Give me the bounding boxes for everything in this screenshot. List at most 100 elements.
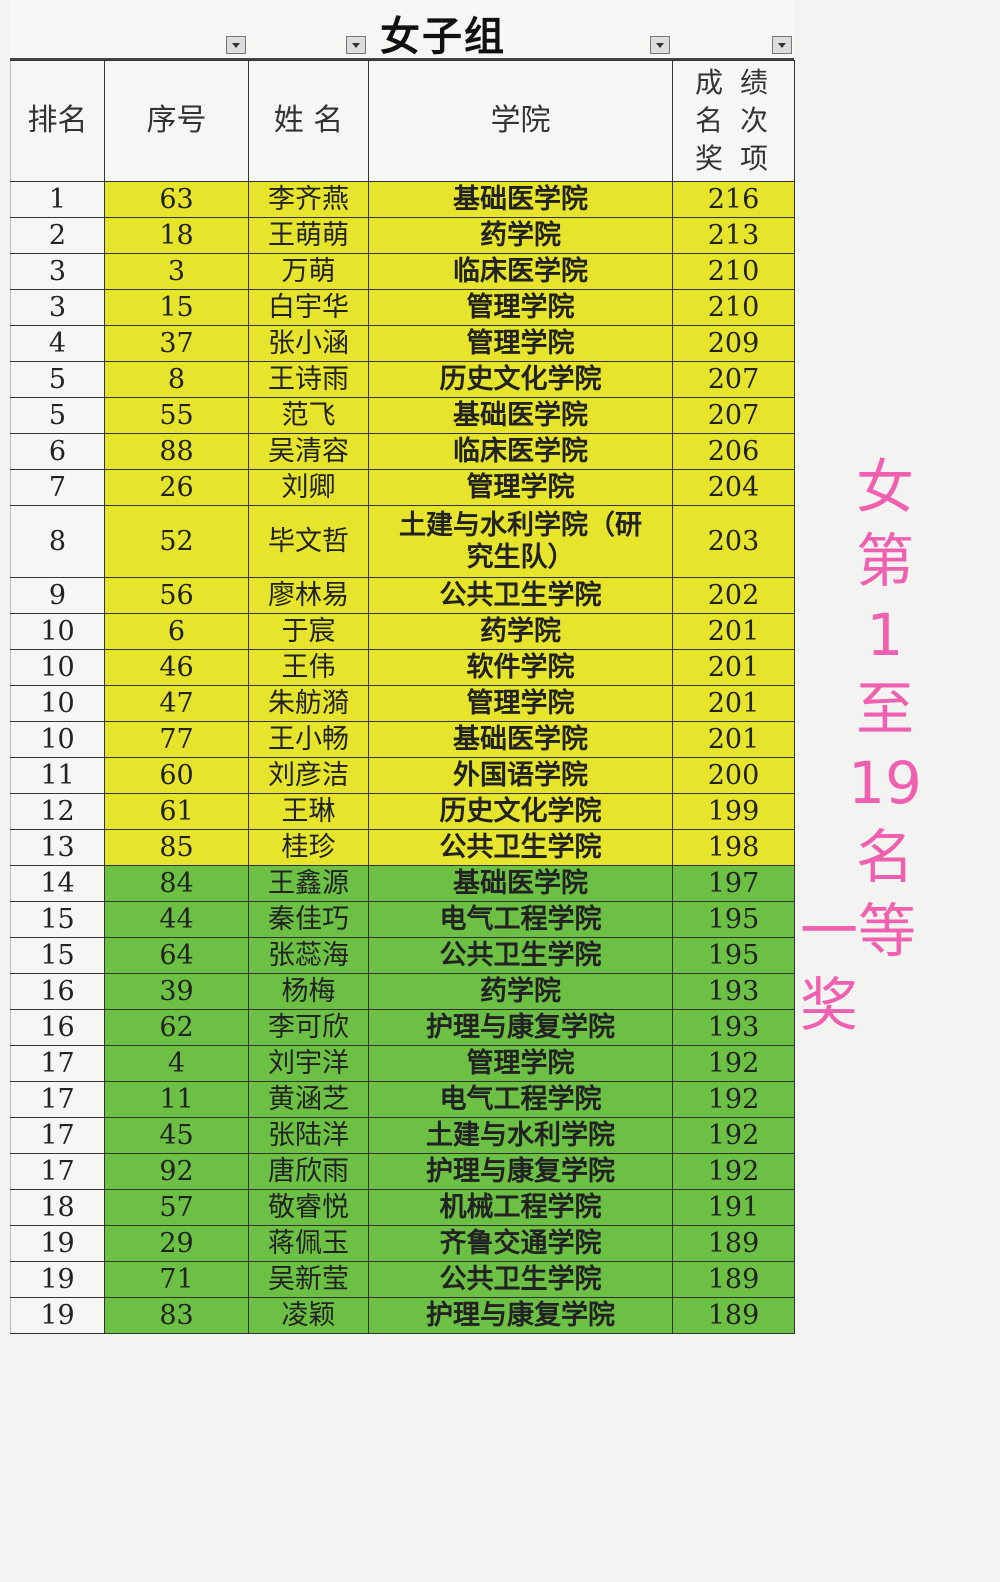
college-cell: 公共卫生学院 — [368, 577, 673, 614]
score-cell: 201 — [672, 649, 795, 686]
filter-button[interactable] — [346, 36, 366, 54]
rank-cell: 2 — [10, 217, 105, 254]
score-cell: 201 — [672, 721, 795, 758]
name-cell: 杨梅 — [248, 973, 369, 1010]
name-cell: 秦佳巧 — [248, 901, 369, 938]
seq-cell: 92 — [104, 1153, 249, 1190]
college-cell: 基础医学院 — [368, 181, 673, 218]
table-row: 8 52 毕文哲 土建与水利学院（研究生队） 203 — [10, 505, 795, 578]
rank-cell: 13 — [10, 829, 105, 866]
seq-cell: 47 — [104, 685, 249, 722]
name-cell: 王萌萌 — [248, 217, 369, 254]
annotation-line: 第 — [855, 527, 914, 595]
filter-button[interactable] — [226, 36, 246, 54]
name-cell: 白宇华 — [248, 289, 369, 326]
score-cell: 207 — [672, 397, 795, 434]
college-cell: 机械工程学院 — [368, 1189, 673, 1226]
name-cell: 毕文哲 — [248, 505, 369, 578]
score-cell: 189 — [672, 1297, 795, 1334]
score-cell: 199 — [672, 793, 795, 830]
rank-cell: 18 — [10, 1189, 105, 1226]
score-cell: 216 — [672, 181, 795, 218]
spreadsheet: 女子组 排名 序号姓 名学院成 绩 名 次 奖 项 1 63 李齐燕 基础医学院 216 2… — [10, 0, 795, 1334]
name-cell: 张小涵 — [248, 325, 369, 362]
name-cell: 张陆洋 — [248, 1117, 369, 1154]
table-row: 10 77 王小畅 基础医学院 201 — [10, 721, 795, 758]
table-row: 17 45 张陆洋 土建与水利学院 192 — [10, 1117, 795, 1154]
table-row: 15 44 秦佳巧 电气工程学院 195 — [10, 901, 795, 938]
header-row: 排名 序号姓 名学院成 绩 名 次 奖 项 — [10, 60, 795, 182]
annotation-line: 女 — [855, 453, 914, 521]
table-row: 19 83 凌颖 护理与康复学院 189 — [10, 1297, 795, 1334]
seq-cell: 77 — [104, 721, 249, 758]
column-header: 姓 名 — [248, 60, 369, 182]
rank-cell: 10 — [10, 613, 105, 650]
annotation-line: 19 — [848, 749, 922, 817]
name-cell: 吴清容 — [248, 433, 369, 470]
name-cell: 王伟 — [248, 649, 369, 686]
score-cell: 201 — [672, 685, 795, 722]
annotation: 女第 1 至 19 名一等奖 — [800, 450, 970, 1039]
table-row: 18 57 敬睿悦 机械工程学院 191 — [10, 1189, 795, 1226]
table-row: 3 15 白宇华 管理学院 210 — [10, 289, 795, 326]
score-cell: 204 — [672, 469, 795, 506]
name-cell: 桂珍 — [248, 829, 369, 866]
table-row: 5 8 王诗雨 历史文化学院 207 — [10, 361, 795, 398]
filter-button[interactable] — [772, 36, 792, 54]
name-cell: 王诗雨 — [248, 361, 369, 398]
college-cell: 公共卫生学院 — [368, 1261, 673, 1298]
score-cell: 192 — [672, 1153, 795, 1190]
table-row: 9 56 廖林易 公共卫生学院 202 — [10, 577, 795, 614]
college-cell: 基础医学院 — [368, 721, 673, 758]
table-row: 10 6 于宸 药学院 201 — [10, 613, 795, 650]
college-cell: 管理学院 — [368, 289, 673, 326]
name-cell: 李齐燕 — [248, 181, 369, 218]
table-row: 1 63 李齐燕 基础医学院 216 — [10, 181, 795, 218]
college-cell: 电气工程学院 — [368, 901, 673, 938]
table-row: 4 37 张小涵 管理学院 209 — [10, 325, 795, 362]
column-header: 排名 — [10, 60, 105, 182]
college-cell: 电气工程学院 — [368, 1081, 673, 1118]
name-cell: 黄涵芝 — [248, 1081, 369, 1118]
name-cell: 王琳 — [248, 793, 369, 830]
score-cell: 193 — [672, 973, 795, 1010]
name-cell: 刘彦洁 — [248, 757, 369, 794]
name-cell: 张蕊海 — [248, 937, 369, 974]
seq-cell: 55 — [104, 397, 249, 434]
filter-button[interactable] — [650, 36, 670, 54]
score-cell: 201 — [672, 613, 795, 650]
column-header: 序号 — [104, 60, 249, 182]
college-cell: 历史文化学院 — [368, 361, 673, 398]
college-cell: 护理与康复学院 — [368, 1153, 673, 1190]
name-cell: 敬睿悦 — [248, 1189, 369, 1226]
score-cell: 213 — [672, 217, 795, 254]
seq-cell: 45 — [104, 1117, 249, 1154]
score-cell: 209 — [672, 325, 795, 362]
college-cell: 土建与水利学院（研究生队） — [368, 505, 673, 578]
college-cell: 管理学院 — [368, 685, 673, 722]
name-cell: 唐欣雨 — [248, 1153, 369, 1190]
table-row: 11 60 刘彦洁 外国语学院 200 — [10, 757, 795, 794]
name-cell: 朱舫漪 — [248, 685, 369, 722]
seq-cell: 84 — [104, 865, 249, 902]
score-cell: 193 — [672, 1009, 795, 1046]
rank-cell: 6 — [10, 433, 105, 470]
score-cell: 189 — [672, 1261, 795, 1298]
rank-cell: 9 — [10, 577, 105, 614]
table-row: 16 39 杨梅 药学院 193 — [10, 973, 795, 1010]
table-row: 10 47 朱舫漪 管理学院 201 — [10, 685, 795, 722]
table-row: 13 85 桂珍 公共卫生学院 198 — [10, 829, 795, 866]
college-cell: 药学院 — [368, 973, 673, 1010]
rank-cell: 19 — [10, 1225, 105, 1262]
score-cell: 200 — [672, 757, 795, 794]
seq-cell: 56 — [104, 577, 249, 614]
table-row: 10 46 王伟 软件学院 201 — [10, 649, 795, 686]
score-cell: 210 — [672, 289, 795, 326]
rank-cell: 10 — [10, 721, 105, 758]
college-cell: 土建与水利学院 — [368, 1117, 673, 1154]
score-cell: 192 — [672, 1045, 795, 1082]
rank-cell: 7 — [10, 469, 105, 506]
seq-cell: 37 — [104, 325, 249, 362]
name-cell: 蒋佩玉 — [248, 1225, 369, 1262]
